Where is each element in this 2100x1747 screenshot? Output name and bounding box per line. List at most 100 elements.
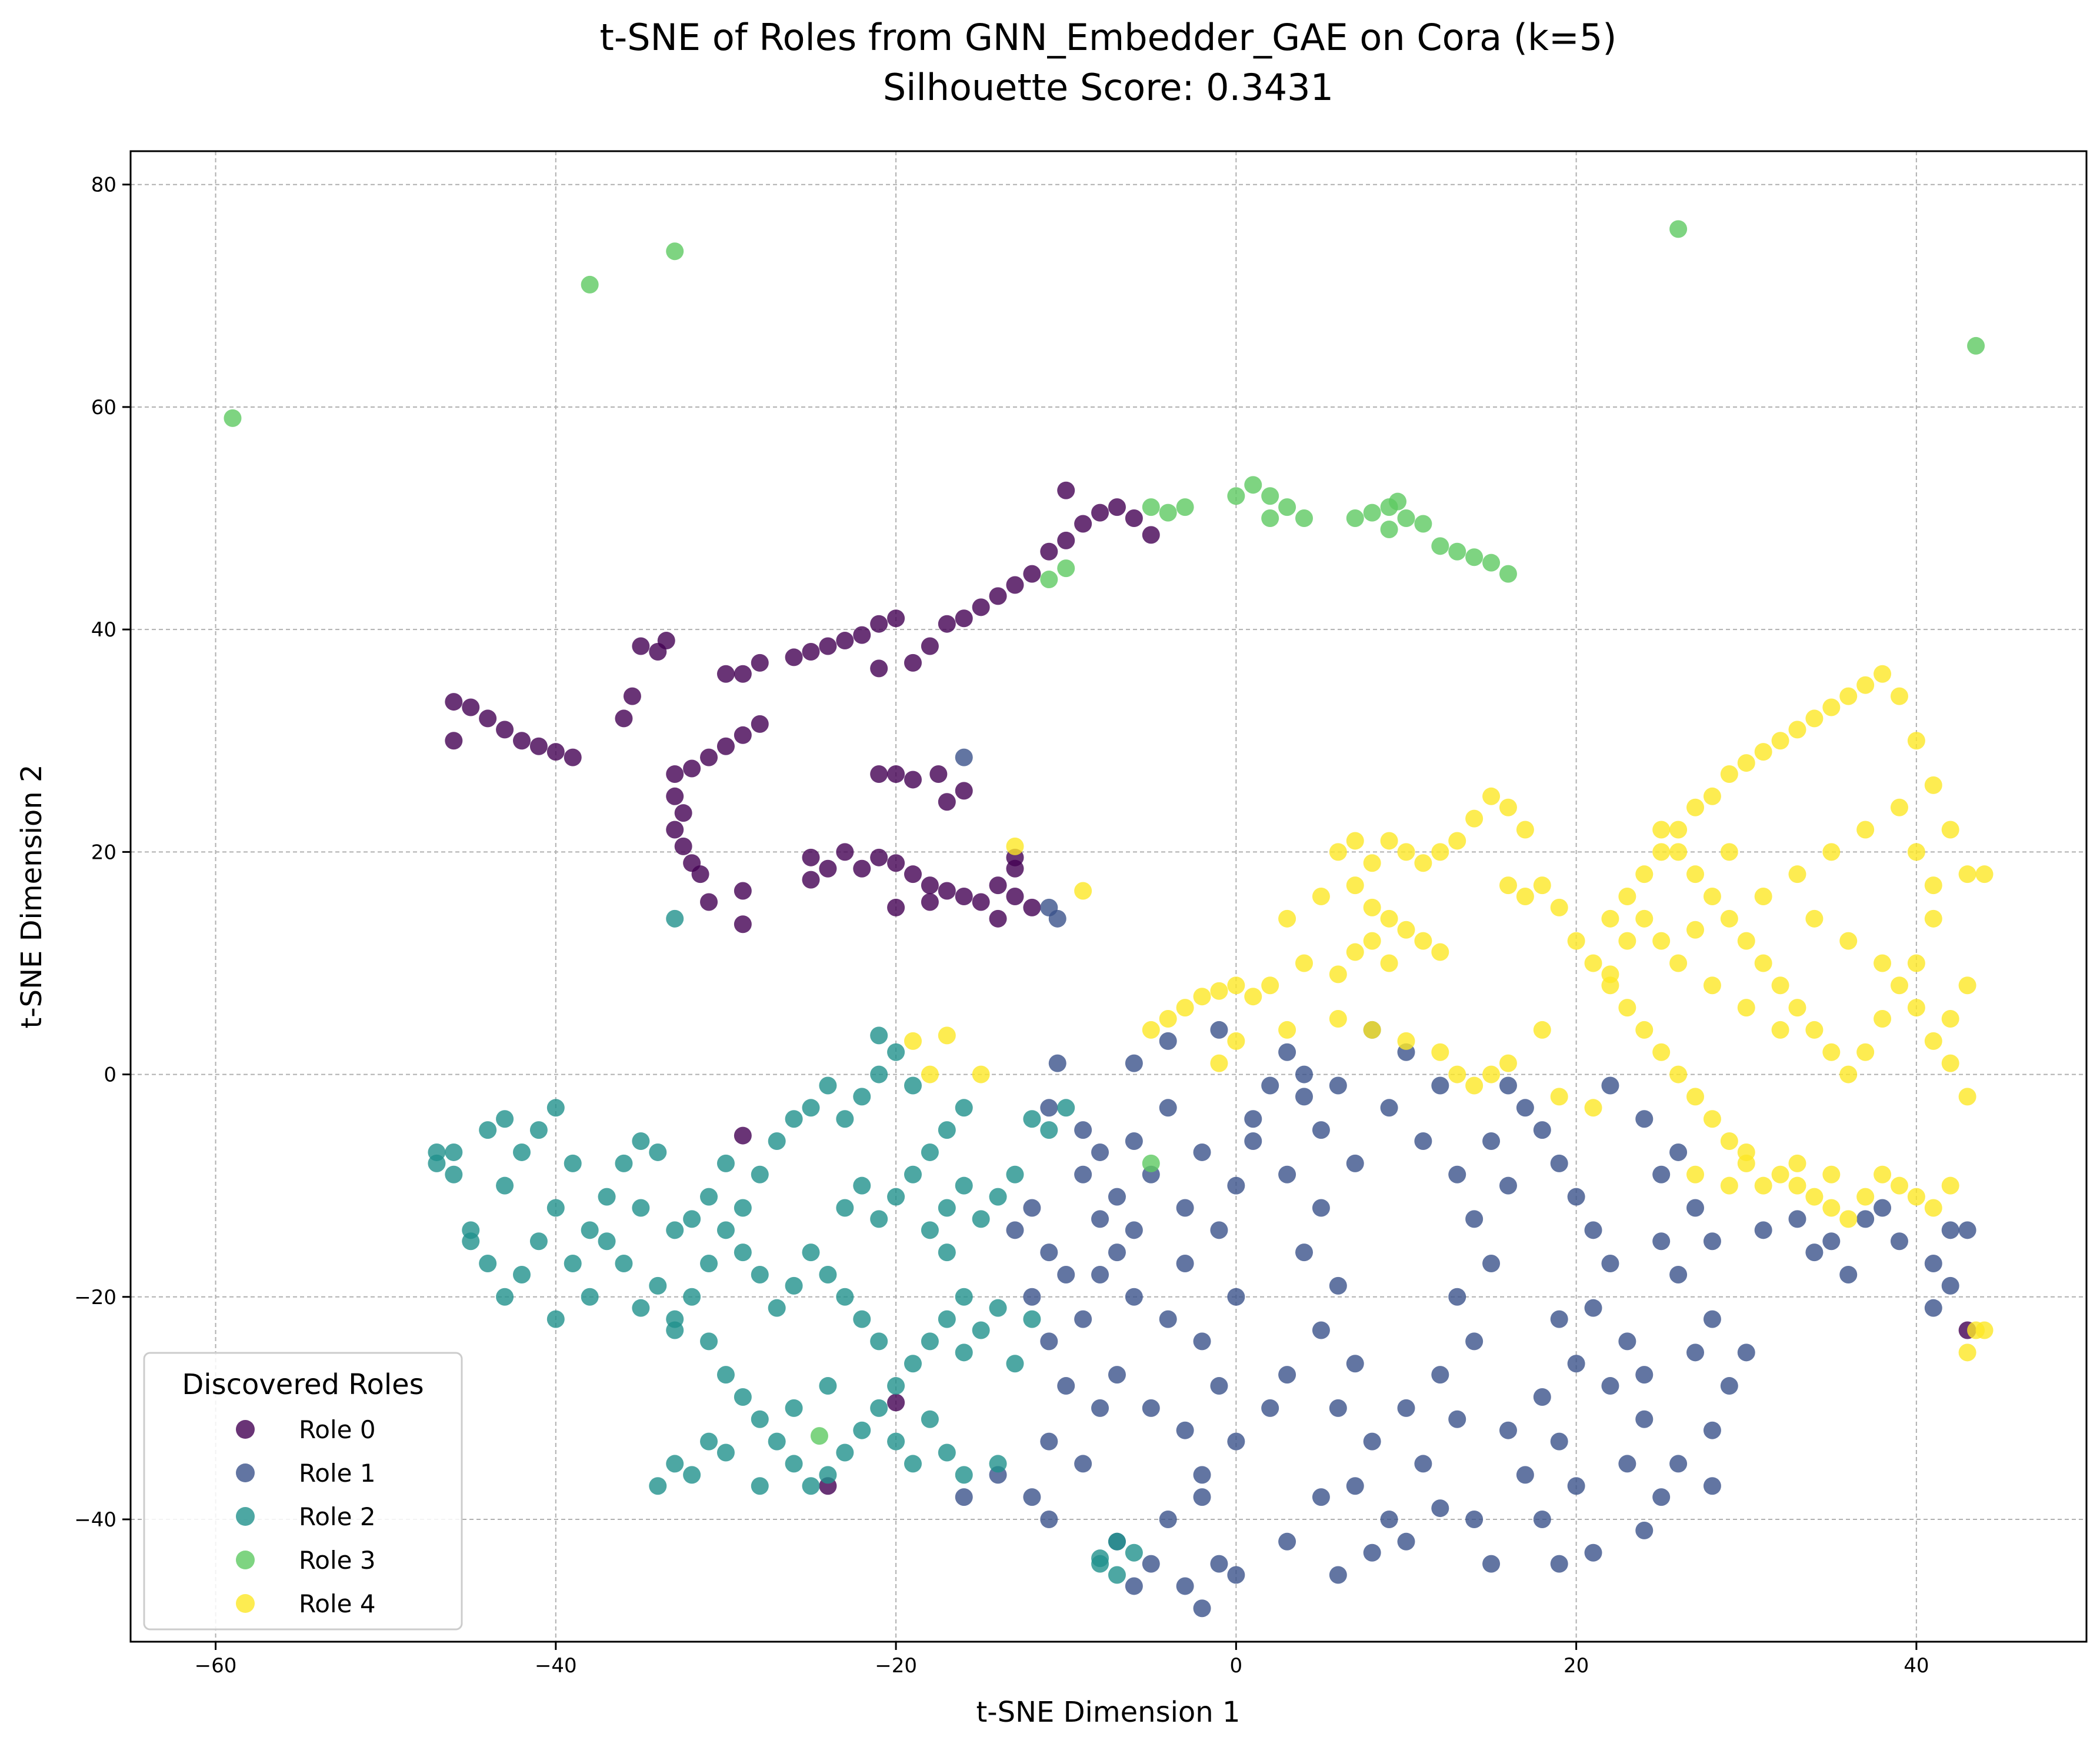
data-point bbox=[1431, 1076, 1449, 1095]
data-point bbox=[1295, 954, 1313, 972]
data-point bbox=[1941, 1010, 1959, 1028]
data-point bbox=[1091, 1549, 1109, 1568]
data-point bbox=[529, 737, 548, 755]
data-point bbox=[1074, 1455, 1092, 1473]
data-point bbox=[1448, 1065, 1466, 1083]
data-point bbox=[1159, 504, 1177, 522]
data-point bbox=[1193, 1466, 1211, 1484]
data-point bbox=[887, 765, 905, 783]
data-point bbox=[955, 782, 973, 800]
data-point bbox=[598, 1232, 616, 1251]
data-point bbox=[1635, 909, 1654, 928]
x-tick-label: 20 bbox=[1564, 1654, 1589, 1678]
legend-marker bbox=[236, 1594, 255, 1613]
data-point bbox=[1176, 1199, 1194, 1217]
data-point bbox=[1482, 1132, 1501, 1151]
data-point bbox=[785, 1455, 803, 1473]
data-point bbox=[1278, 1043, 1296, 1061]
data-point bbox=[1601, 1377, 1619, 1395]
data-point bbox=[1635, 1021, 1654, 1039]
data-point bbox=[1584, 1099, 1602, 1117]
data-point bbox=[674, 804, 692, 822]
data-point bbox=[802, 642, 820, 661]
data-point bbox=[1874, 665, 1892, 683]
data-point bbox=[1550, 1555, 1568, 1573]
data-point bbox=[1890, 1176, 1908, 1195]
data-point bbox=[1839, 687, 1858, 705]
data-point bbox=[1584, 1543, 1602, 1562]
data-point bbox=[768, 1132, 786, 1151]
data-point bbox=[1295, 509, 1313, 528]
data-point bbox=[1652, 1043, 1671, 1061]
data-point bbox=[1482, 787, 1501, 805]
data-point bbox=[1074, 1165, 1092, 1183]
data-point bbox=[810, 1427, 828, 1445]
data-point bbox=[955, 1343, 973, 1362]
data-point bbox=[1193, 1143, 1211, 1161]
data-point bbox=[1142, 1154, 1160, 1172]
data-point bbox=[623, 687, 641, 705]
data-point bbox=[1805, 709, 1824, 728]
data-point bbox=[1057, 1265, 1075, 1283]
data-point bbox=[734, 1243, 752, 1262]
data-point bbox=[1363, 898, 1381, 916]
y-axis-label: t-SNE Dimension 2 bbox=[15, 764, 48, 1028]
data-point bbox=[836, 1199, 854, 1217]
data-point bbox=[853, 1310, 871, 1328]
data-point bbox=[1040, 1432, 1058, 1451]
data-point bbox=[1941, 1054, 1959, 1072]
series-role-3 bbox=[224, 220, 1985, 1445]
data-point bbox=[734, 882, 752, 900]
data-point bbox=[1363, 1021, 1381, 1039]
data-point bbox=[938, 1199, 956, 1217]
data-point bbox=[666, 765, 684, 783]
data-point bbox=[1771, 1165, 1789, 1183]
data-point bbox=[887, 854, 905, 872]
data-point bbox=[904, 1032, 922, 1050]
data-point bbox=[1074, 1121, 1092, 1139]
data-point bbox=[224, 409, 242, 427]
data-point bbox=[1686, 865, 1704, 883]
data-point bbox=[1363, 1543, 1381, 1562]
data-point bbox=[1125, 1132, 1143, 1151]
data-point bbox=[1091, 504, 1109, 522]
data-point bbox=[1516, 1466, 1534, 1484]
data-point bbox=[1227, 976, 1245, 995]
data-point bbox=[1227, 1176, 1245, 1195]
data-point bbox=[836, 843, 854, 861]
data-point bbox=[1805, 1021, 1824, 1039]
data-point bbox=[513, 732, 531, 750]
data-point bbox=[1210, 1555, 1228, 1573]
data-point bbox=[1091, 1210, 1109, 1228]
data-point bbox=[1142, 1399, 1160, 1417]
data-point bbox=[921, 893, 939, 911]
data-point bbox=[1448, 542, 1466, 561]
data-point bbox=[1975, 865, 1994, 883]
data-point bbox=[1958, 1088, 1976, 1106]
data-point bbox=[564, 1154, 582, 1172]
data-point bbox=[1703, 787, 1721, 805]
data-point bbox=[1907, 999, 1925, 1017]
data-point bbox=[1907, 732, 1925, 750]
data-point bbox=[1040, 1332, 1058, 1351]
data-point bbox=[1584, 954, 1602, 972]
data-point bbox=[1431, 843, 1449, 861]
data-point bbox=[683, 759, 701, 778]
data-point bbox=[1261, 976, 1279, 995]
data-point bbox=[853, 1421, 871, 1439]
data-point bbox=[734, 665, 752, 683]
data-point bbox=[1295, 1065, 1313, 1083]
data-point bbox=[938, 1243, 956, 1262]
data-point bbox=[751, 715, 769, 733]
data-point bbox=[1499, 565, 1517, 583]
data-point bbox=[479, 1255, 497, 1273]
data-point bbox=[1499, 1176, 1517, 1195]
data-point bbox=[1346, 832, 1364, 850]
data-point bbox=[1176, 1255, 1194, 1273]
legend-label: Role 1 bbox=[299, 1459, 376, 1488]
data-point bbox=[1720, 909, 1738, 928]
data-point bbox=[989, 587, 1007, 605]
data-point bbox=[1890, 798, 1908, 816]
data-point bbox=[1193, 988, 1211, 1006]
data-point bbox=[1363, 504, 1381, 522]
